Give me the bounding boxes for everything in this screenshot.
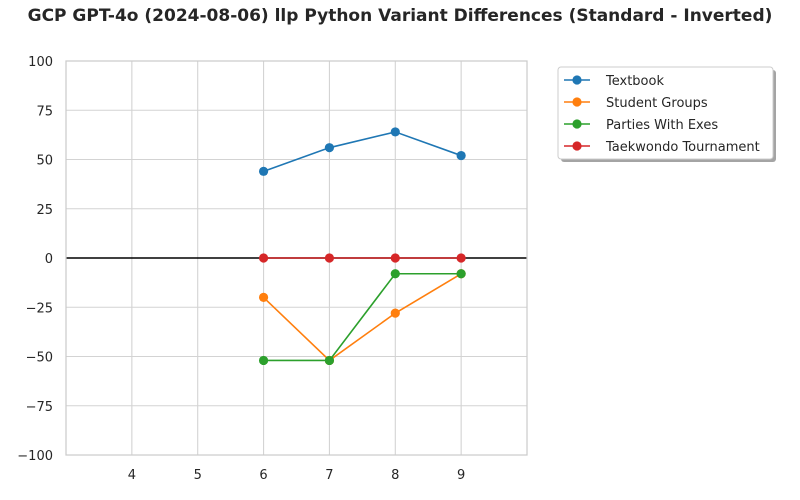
series-3 bbox=[258, 253, 466, 263]
legend-entry: Textbook bbox=[564, 74, 664, 89]
legend-entry: Student Groups bbox=[564, 96, 708, 111]
legend-box bbox=[557, 66, 774, 160]
legend-label: Student Groups bbox=[606, 96, 708, 111]
data-point bbox=[390, 308, 400, 318]
x-tick-label: 8 bbox=[391, 468, 399, 483]
y-tick-label: 25 bbox=[36, 203, 53, 218]
data-point bbox=[390, 127, 400, 137]
data-point bbox=[258, 292, 269, 302]
series-line bbox=[263, 131, 462, 173]
plot-area-frame bbox=[65, 60, 528, 456]
axis-tick-labels: 4 5 6 7 8 9 −100 −75 −50 −25 0 25 50 75 100 bbox=[17, 55, 465, 483]
legend-marker bbox=[572, 119, 582, 129]
series-line bbox=[263, 272, 462, 362]
y-tick-label: 0 bbox=[45, 252, 53, 267]
legend-marker bbox=[572, 141, 582, 151]
series-lines bbox=[258, 127, 466, 366]
y-tick-label: −100 bbox=[17, 449, 53, 464]
data-point bbox=[258, 166, 269, 176]
data-point bbox=[324, 355, 335, 366]
x-tick-label: 5 bbox=[194, 468, 202, 483]
x-tick-label: 6 bbox=[259, 468, 267, 483]
data-point bbox=[324, 143, 335, 153]
y-tick-label: 75 bbox=[36, 104, 53, 119]
series-2 bbox=[258, 269, 466, 366]
legend-marker bbox=[572, 75, 582, 85]
x-tick-label: 9 bbox=[457, 468, 465, 483]
y-tick-label: −50 bbox=[26, 351, 53, 366]
data-point bbox=[390, 269, 400, 279]
y-tick-label: 50 bbox=[36, 154, 53, 169]
legend: Textbook Student Groups Parties With Exes T… bbox=[557, 66, 776, 162]
series-line bbox=[263, 273, 462, 362]
x-tick-label: 4 bbox=[128, 468, 136, 483]
data-point bbox=[390, 253, 400, 263]
data-point bbox=[456, 253, 466, 263]
x-tick-label: 7 bbox=[325, 468, 333, 483]
data-point bbox=[456, 150, 466, 161]
legend-marker bbox=[572, 97, 582, 107]
y-tick-label: −25 bbox=[26, 301, 53, 316]
legend-entry: Taekwondo Tournament bbox=[564, 140, 760, 155]
legend-label: Parties With Exes bbox=[606, 118, 718, 133]
data-point bbox=[258, 355, 269, 366]
series-0 bbox=[258, 127, 466, 176]
data-point bbox=[456, 269, 466, 279]
legend-label: Textbook bbox=[605, 74, 664, 89]
data-point bbox=[324, 253, 335, 263]
data-point bbox=[258, 253, 269, 263]
legend-label: Taekwondo Tournament bbox=[605, 140, 760, 155]
y-tick-label: 100 bbox=[28, 55, 53, 70]
y-tick-label: −75 bbox=[26, 400, 53, 415]
legend-entry: Parties With Exes bbox=[564, 118, 718, 133]
chart-title: GCP GPT-4o (2024-08-06) llp Python Varia… bbox=[27, 6, 773, 26]
